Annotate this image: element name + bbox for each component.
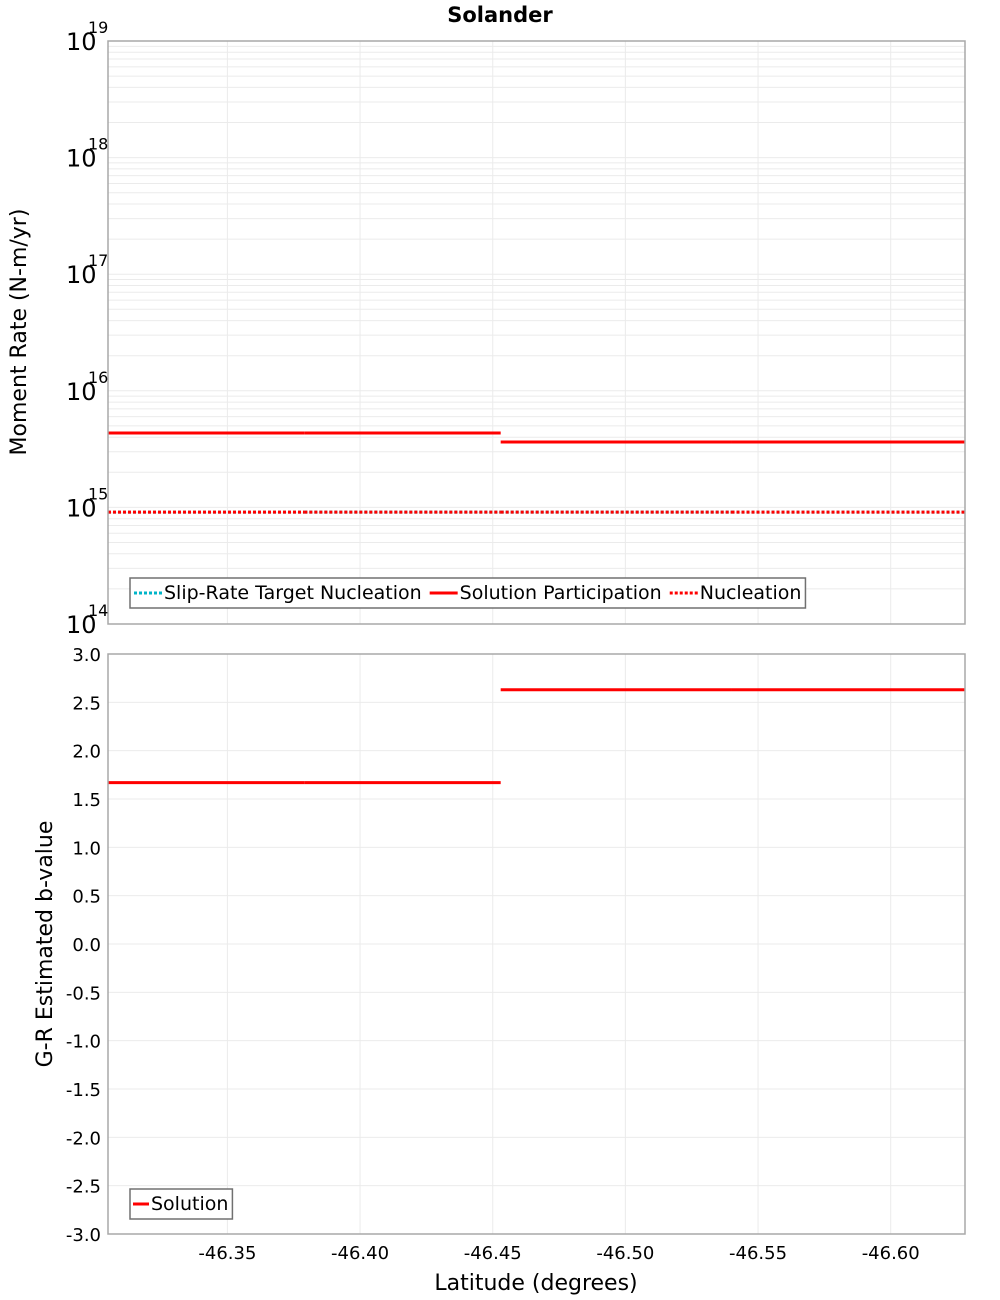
legend-label: Slip-Rate Target Nucleation — [164, 582, 422, 604]
x-tick-label: -46.45 — [464, 1243, 522, 1264]
bottom-y-tick-labels: 3.0 2.5 2.0 1.5 1.0 0.5 0.0 -0.5 -1.0 -1.5 -2.0 -2.… — [66, 645, 101, 1246]
y-tick-exponent: 18 — [88, 135, 108, 154]
x-tick-label: -46.60 — [862, 1243, 920, 1264]
y-tick-label: -1.5 — [66, 1080, 101, 1101]
top-y-axis-label: Moment Rate (N-m/yr) — [7, 209, 32, 456]
y-tick-exponent: 17 — [88, 251, 108, 270]
bottom-legend: Solution — [130, 1189, 232, 1219]
y-tick-exponent: 19 — [88, 18, 108, 37]
bottom-y-axis-label: G-R Estimated b-value — [33, 821, 58, 1068]
y-tick-label: 2.0 — [72, 742, 101, 763]
y-tick-label: 0.0 — [72, 935, 101, 956]
y-tick-exponent: 14 — [88, 601, 108, 620]
b-value-panel: 3.0 2.5 2.0 1.5 1.0 0.5 0.0 -0.5 -1.0 -1.5 -2.0 -2.… — [33, 645, 965, 1296]
x-tick-label: -46.35 — [198, 1243, 256, 1264]
y-tick-label: -0.5 — [66, 983, 101, 1004]
top-legend: Slip-Rate Target Nucleation Solution Part… — [130, 578, 805, 608]
y-tick-label: 1.0 — [72, 838, 101, 859]
top-y-tick-labels: 101410151016101710181019 — [66, 18, 108, 639]
x-tick-label: -46.55 — [729, 1243, 787, 1264]
y-tick-label: 3.0 — [72, 645, 101, 666]
x-tick-label: -46.40 — [331, 1243, 389, 1264]
y-tick-label: -2.0 — [66, 1128, 101, 1149]
chart-title: Solander — [447, 3, 553, 27]
y-tick-label: -1.0 — [66, 1032, 101, 1053]
y-tick-label: 1.5 — [72, 790, 101, 811]
y-tick-exponent: 15 — [88, 484, 108, 503]
figure-canvas: Solander 101410151016101710181019 Moment… — [0, 0, 1000, 1300]
y-tick-label: -3.0 — [66, 1225, 101, 1246]
moment-rate-panel: 101410151016101710181019 Moment Rate (N-… — [7, 18, 965, 639]
legend-label: Solution Participation — [460, 582, 662, 604]
legend-label: Nucleation — [700, 582, 802, 604]
y-tick-label: 2.5 — [72, 693, 101, 714]
y-tick-label: 0.5 — [72, 887, 101, 908]
legend-label: Solution — [151, 1193, 228, 1215]
x-tick-label: -46.50 — [596, 1243, 654, 1264]
y-tick-exponent: 16 — [88, 368, 108, 387]
y-tick-label: -2.5 — [66, 1177, 101, 1198]
top-plot-area — [108, 41, 965, 624]
x-axis-label: Latitude (degrees) — [434, 1271, 637, 1296]
x-tick-labels: -46.35 -46.40 -46.45 -46.50 -46.55 -46.60 — [198, 1243, 919, 1264]
